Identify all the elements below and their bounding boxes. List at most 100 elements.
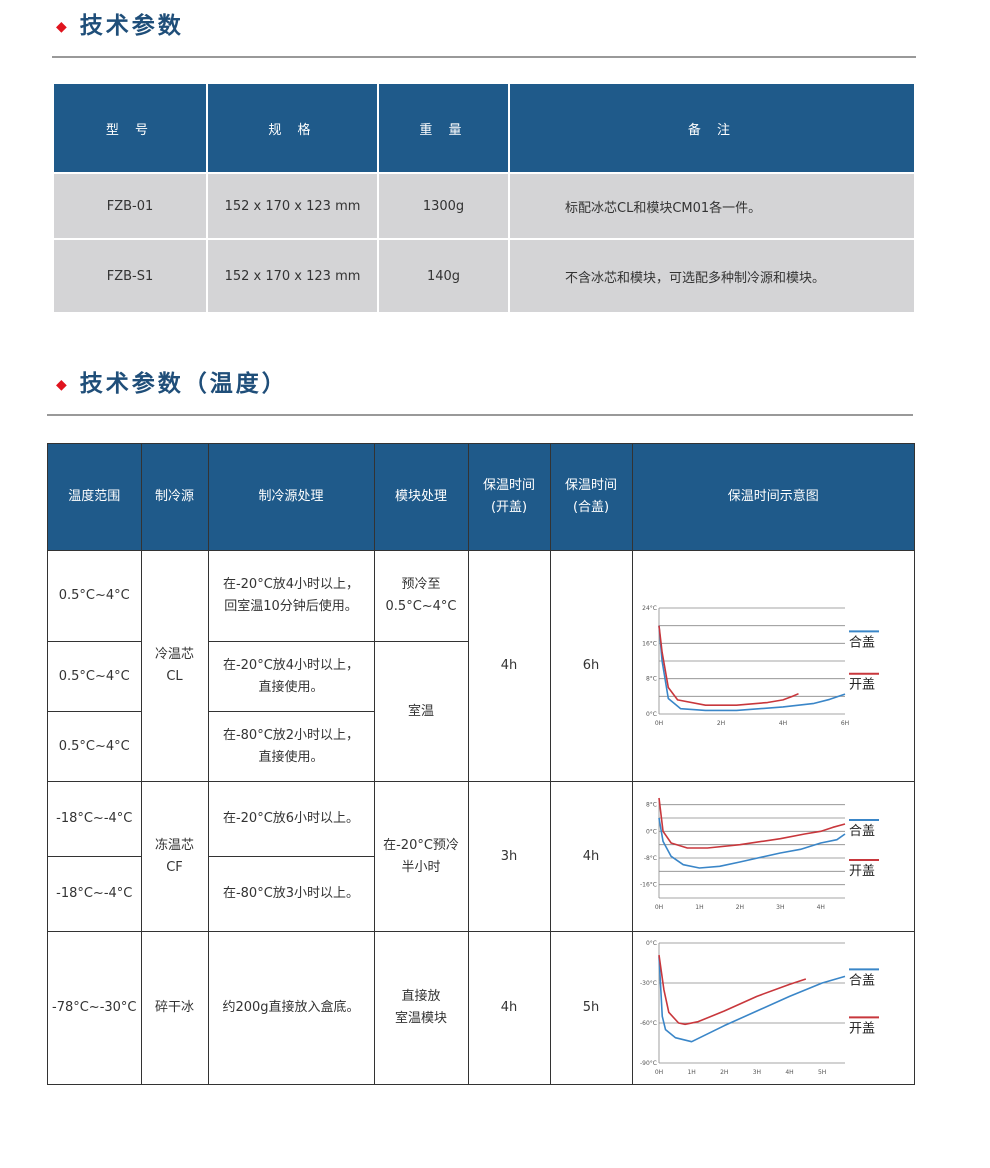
x-tick-label: 1H bbox=[695, 904, 703, 911]
cell: FZB-S1 bbox=[52, 238, 208, 314]
cell: 不含冰芯和模块，可选配多种制冷源和模块。 bbox=[508, 238, 916, 314]
treatment-cell: 在-20°C放4小时以上， 回室温10分钟后使用。 bbox=[207, 550, 375, 642]
header-model: 型 号 bbox=[52, 84, 208, 174]
x-tick-label: 2H bbox=[716, 720, 724, 727]
header: 温度范围 bbox=[47, 443, 142, 551]
range-cell: 0.5°C~4°C bbox=[47, 641, 142, 712]
x-tick-label: 1H bbox=[687, 1069, 695, 1076]
legend-label: 开盖 bbox=[849, 1021, 875, 1036]
header-note: 备 注 bbox=[508, 84, 916, 174]
diamond-icon: ◆ bbox=[56, 18, 70, 35]
header-size: 规 格 bbox=[206, 84, 379, 174]
treatment-cell: 约200g直接放入盒底。 bbox=[207, 931, 375, 1085]
x-tick-label: 3H bbox=[752, 1069, 760, 1076]
table-row: 0.5°C~4°C 冷温芯 CL 在-20°C放4小时以上， 回室温10分钟后使… bbox=[47, 550, 916, 782]
header: 制冷源 bbox=[140, 443, 209, 551]
x-tick-label: 4H bbox=[785, 1069, 793, 1076]
header: 保温时间 (开盖) bbox=[467, 443, 551, 551]
treatment-cell: 在-80°C放2小时以上， 直接使用。 bbox=[207, 711, 375, 782]
legend-label: 合盖 bbox=[849, 824, 875, 839]
y-tick-label: 8°C bbox=[646, 801, 657, 808]
cell: 152 x 170 x 123 mm bbox=[206, 172, 379, 240]
y-tick-label: -30°C bbox=[640, 980, 657, 987]
module-cell: 预冷至 0.5°C~4°C bbox=[373, 550, 469, 642]
header: 制冷源处理 bbox=[207, 443, 375, 551]
header-weight: 重 量 bbox=[377, 84, 510, 174]
header: 模块处理 bbox=[373, 443, 469, 551]
chart-cf: -16°C -8°C 0°C 8°C 0H 1H 2H 3H 4H 合盖 开盖 bbox=[631, 781, 916, 932]
open-time-cell: 3h bbox=[467, 781, 551, 932]
treatment-cell: 在-20°C放4小时以上， 直接使用。 bbox=[207, 641, 375, 712]
x-tick-label: 5H bbox=[818, 1069, 826, 1076]
x-tick-label: 2H bbox=[735, 904, 743, 911]
open-time-cell: 4h bbox=[467, 931, 551, 1085]
series-line-0 bbox=[657, 625, 845, 712]
table-row: -78°C~-30°C 碎干冰 约200g直接放入盒底。 直接放 室温模块 4h… bbox=[47, 931, 916, 1085]
x-tick-label: 2H bbox=[720, 1069, 728, 1076]
cell: FZB-01 bbox=[52, 172, 208, 240]
y-tick-label: -16°C bbox=[640, 881, 657, 888]
range-cell: -18°C~-4°C bbox=[47, 856, 142, 932]
header: 保温时间 (合盖) bbox=[549, 443, 633, 551]
spec-table: 型 号 规 格 重 量 备 注 FZB-01 152 x 170 x 123 mm… bbox=[52, 84, 916, 314]
series-line-1 bbox=[657, 797, 845, 849]
range-cell: 0.5°C~4°C bbox=[47, 550, 142, 642]
range-cell: -78°C~-30°C bbox=[47, 931, 142, 1085]
closed-time-cell: 5h bbox=[549, 931, 633, 1085]
table-row: FZB-01 152 x 170 x 123 mm 1300g 标配冰芯CL和模块CM… bbox=[52, 172, 916, 240]
section-title-specs: ◆ 技术参数 bbox=[56, 13, 184, 39]
divider bbox=[52, 56, 916, 58]
divider bbox=[47, 414, 913, 416]
chart-dry-ice: -90°C -60°C -30°C 0°C 0H 1H 2H 3H 4H 5H 合盖开盖 bbox=[631, 931, 916, 1085]
y-tick-label: 0°C bbox=[646, 940, 657, 947]
y-tick-label: 8°C bbox=[646, 676, 657, 683]
module-cell: 在-20°C预冷 半小时 bbox=[373, 781, 469, 932]
table-header: 温度范围 制冷源 制冷源处理 模块处理 保温时间 (开盖) 保温时间 (合盖) … bbox=[47, 443, 916, 551]
range-cell: 0.5°C~4°C bbox=[47, 711, 142, 782]
legend-label: 合盖 bbox=[849, 635, 875, 650]
cell: 标配冰芯CL和模块CM01各一件。 bbox=[508, 172, 916, 240]
table-row: -18°C~-4°C 在-80°C放3小时以上。 bbox=[47, 856, 915, 932]
temperature-table: 温度范围 制冷源 制冷源处理 模块处理 保温时间 (开盖) 保温时间 (合盖) … bbox=[47, 443, 916, 1085]
module-cell: 直接放 室温模块 bbox=[373, 931, 469, 1085]
y-tick-label: 0°C bbox=[646, 711, 657, 718]
x-tick-label: 0H bbox=[654, 720, 662, 727]
y-tick-label: -90°C bbox=[640, 1060, 657, 1067]
treatment-cell: 在-20°C放6小时以上。 bbox=[207, 781, 375, 857]
y-tick-label: 24°C bbox=[642, 605, 657, 612]
table-row: 0.5°C~4°C 在-80°C放2小时以上， 直接使用。 bbox=[47, 711, 915, 782]
open-time-cell: 4h bbox=[467, 550, 551, 782]
series-line-1 bbox=[657, 954, 806, 1026]
x-tick-label: 4H bbox=[816, 904, 824, 911]
range-cell: -18°C~-4°C bbox=[47, 781, 142, 857]
x-tick-label: 0H bbox=[654, 904, 662, 911]
series-line-0 bbox=[657, 956, 845, 1043]
chart-cl: 0°C 8°C 16°C 24°C 0H 2H 4H 6H 合盖 开盖 bbox=[631, 550, 916, 782]
closed-time-cell: 6h bbox=[549, 550, 633, 782]
x-tick-label: 4H bbox=[778, 720, 786, 727]
table-row: FZB-S1 152 x 170 x 123 mm 140g 不含冰芯和模块，可选配多… bbox=[52, 238, 916, 314]
header: 保温时间示意图 bbox=[631, 443, 916, 551]
cell: 140g bbox=[377, 238, 510, 314]
cell: 152 x 170 x 123 mm bbox=[206, 238, 379, 314]
diamond-icon: ◆ bbox=[56, 376, 70, 393]
y-tick-label: -60°C bbox=[640, 1020, 657, 1027]
table-row: -18°C~-4°C 冻温芯 CF 在-20°C放6小时以上。 在-20°C预冷… bbox=[47, 781, 916, 932]
y-tick-label: 16°C bbox=[642, 640, 657, 647]
legend-label: 合盖 bbox=[849, 973, 875, 988]
module-cell: 室温 bbox=[373, 641, 469, 782]
x-tick-label: 0H bbox=[654, 1069, 662, 1076]
table-row: 0.5°C~4°C 在-20°C放4小时以上， 直接使用。 室温 bbox=[47, 641, 915, 782]
treatment-cell: 在-80°C放3小时以上。 bbox=[207, 856, 375, 932]
section-title-temperature: ◆ 技术参数（温度） bbox=[56, 371, 288, 397]
y-tick-label: 0°C bbox=[646, 828, 657, 835]
series-line-0 bbox=[657, 817, 845, 869]
x-tick-label: 3H bbox=[776, 904, 784, 911]
legend-label: 开盖 bbox=[849, 678, 875, 693]
table-header: 型 号 规 格 重 量 备 注 bbox=[52, 84, 916, 174]
series-line-1 bbox=[657, 625, 799, 706]
cell: 1300g bbox=[377, 172, 510, 240]
